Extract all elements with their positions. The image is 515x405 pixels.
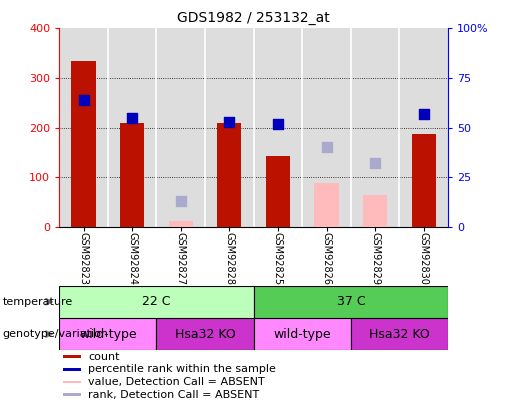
- Bar: [59, 286, 253, 318]
- Point: [371, 160, 379, 166]
- Point: [420, 111, 428, 117]
- Text: value, Detection Call = ABSENT: value, Detection Call = ABSENT: [89, 377, 265, 387]
- Bar: [411, 134, 436, 227]
- Point: [79, 96, 88, 103]
- Point: [225, 118, 233, 125]
- Bar: [59, 318, 157, 350]
- Point: [274, 120, 282, 127]
- Point: [322, 144, 331, 151]
- Bar: [120, 123, 144, 227]
- Bar: [253, 286, 448, 318]
- Text: wild-type: wild-type: [79, 328, 136, 341]
- Bar: [72, 61, 96, 227]
- Bar: [157, 318, 253, 350]
- Text: rank, Detection Call = ABSENT: rank, Detection Call = ABSENT: [89, 390, 260, 400]
- Point: [128, 114, 136, 121]
- Text: wild-type: wild-type: [273, 328, 331, 341]
- Bar: [217, 123, 242, 227]
- Text: Hsa32 KO: Hsa32 KO: [175, 328, 235, 341]
- Bar: [266, 156, 290, 227]
- Bar: [63, 368, 81, 371]
- Bar: [363, 194, 387, 227]
- Text: percentile rank within the sample: percentile rank within the sample: [89, 364, 276, 374]
- Text: count: count: [89, 352, 120, 362]
- Bar: [314, 183, 339, 227]
- Title: GDS1982 / 253132_at: GDS1982 / 253132_at: [177, 11, 330, 25]
- Bar: [168, 221, 193, 227]
- Text: temperature: temperature: [3, 297, 73, 307]
- Text: 37 C: 37 C: [336, 295, 365, 308]
- Bar: [63, 381, 81, 384]
- Bar: [63, 393, 81, 396]
- Bar: [253, 318, 351, 350]
- Point: [177, 198, 185, 204]
- Text: Hsa32 KO: Hsa32 KO: [369, 328, 430, 341]
- Text: 22 C: 22 C: [142, 295, 170, 308]
- Text: genotype/variation: genotype/variation: [3, 329, 109, 339]
- Bar: [351, 318, 448, 350]
- Bar: [63, 355, 81, 358]
